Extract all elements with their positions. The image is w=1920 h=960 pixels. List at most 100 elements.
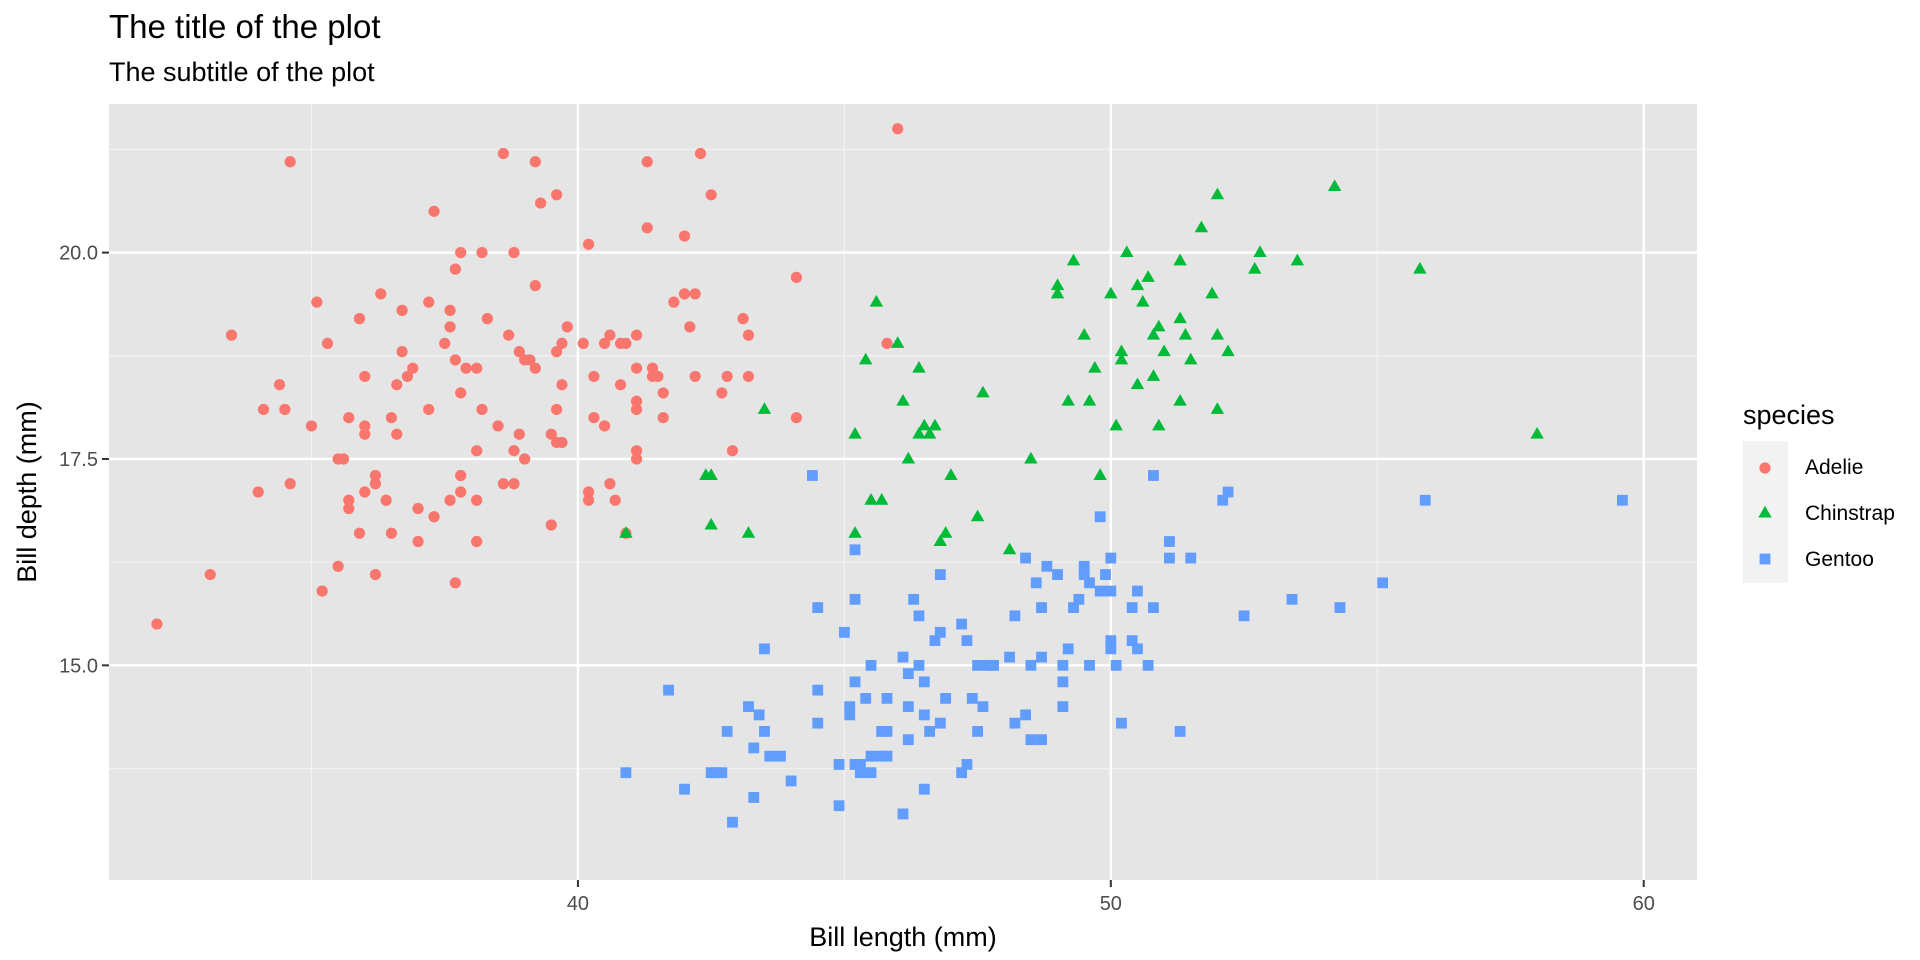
data-point — [481, 313, 493, 325]
data-point — [988, 659, 999, 671]
data-point — [503, 329, 515, 341]
data-point — [1078, 569, 1090, 580]
data-point — [630, 395, 643, 407]
data-point — [833, 800, 845, 812]
data-point — [1146, 369, 1161, 381]
data-point — [407, 362, 419, 374]
data-point — [460, 362, 472, 374]
data-point — [444, 494, 456, 506]
data-point — [614, 379, 627, 391]
data-point — [449, 354, 461, 366]
data-point — [972, 726, 984, 737]
data-point — [1142, 659, 1154, 671]
data-point — [551, 346, 563, 358]
data-point — [359, 428, 371, 440]
data-point — [497, 478, 509, 490]
data-point — [1116, 717, 1127, 729]
data-point — [844, 701, 856, 713]
legend-title: species — [1743, 400, 1835, 430]
data-point — [1194, 220, 1209, 233]
data-point — [848, 427, 862, 439]
data-point — [668, 296, 680, 308]
data-point — [284, 156, 296, 168]
data-point — [1030, 577, 1042, 589]
data-point — [604, 329, 616, 341]
data-point — [337, 453, 350, 465]
data-point — [854, 767, 866, 779]
data-point — [1024, 451, 1038, 464]
data-point — [922, 427, 937, 439]
data-point — [252, 486, 264, 498]
legend-label-adelie: Adelie — [1805, 456, 1864, 479]
data-point — [790, 412, 803, 424]
series-gentoo — [620, 470, 1628, 828]
data-point — [1094, 511, 1106, 523]
data-point — [1050, 278, 1065, 291]
data-point — [1616, 494, 1628, 506]
data-point — [741, 526, 756, 538]
data-point — [273, 379, 286, 391]
data-point — [641, 156, 653, 168]
data-point — [1100, 569, 1111, 580]
data-point — [545, 428, 557, 440]
data-point — [1009, 610, 1021, 622]
chart-title: The title of the plot — [109, 8, 381, 45]
data-point — [807, 470, 818, 481]
data-point — [727, 816, 738, 828]
data-point — [359, 486, 371, 498]
data-point — [694, 147, 707, 160]
data-point — [1164, 552, 1175, 564]
data-point — [1136, 294, 1150, 307]
data-point — [1178, 327, 1193, 340]
data-point — [369, 568, 382, 581]
data-point — [961, 635, 973, 646]
data-point — [956, 618, 968, 630]
data-point — [1210, 402, 1225, 414]
data-point — [1205, 286, 1219, 299]
plot-panel — [109, 104, 1697, 880]
data-point — [938, 526, 953, 538]
data-point — [508, 445, 520, 457]
data-point — [412, 502, 424, 515]
data-point — [902, 701, 914, 713]
data-point — [865, 750, 877, 762]
data-point — [1148, 602, 1159, 613]
data-point — [1105, 643, 1117, 655]
data-point — [476, 403, 488, 416]
data-point — [1057, 659, 1069, 671]
data-point — [316, 585, 328, 597]
data-point — [545, 519, 557, 531]
data-point — [865, 767, 877, 779]
data-point — [1253, 245, 1267, 258]
data-point — [630, 362, 643, 374]
data-point — [1057, 701, 1069, 713]
data-point — [519, 453, 531, 465]
data-point — [897, 808, 909, 820]
data-point — [944, 468, 958, 480]
data-point — [1413, 261, 1427, 274]
data-point — [471, 494, 483, 506]
data-point — [556, 337, 568, 350]
data-point — [1152, 319, 1166, 332]
data-point — [1185, 552, 1197, 564]
data-point — [1126, 635, 1138, 646]
data-point — [977, 701, 989, 713]
data-point — [1066, 253, 1081, 266]
data-point — [956, 767, 968, 779]
data-point — [1025, 734, 1037, 746]
data-point — [1002, 542, 1017, 555]
data-point — [1105, 635, 1117, 646]
data-point — [1130, 377, 1145, 390]
data-point — [561, 321, 573, 333]
data-point — [970, 509, 985, 522]
data-point — [1077, 327, 1091, 340]
data-point — [369, 469, 382, 482]
data-point — [1141, 270, 1155, 282]
data-point — [865, 659, 877, 671]
data-point — [604, 478, 616, 490]
data-point — [380, 494, 392, 506]
x-axis-label: Bill length (mm) — [809, 922, 997, 952]
data-point — [1152, 418, 1166, 431]
data-point — [343, 412, 355, 424]
data-point — [1057, 676, 1069, 688]
